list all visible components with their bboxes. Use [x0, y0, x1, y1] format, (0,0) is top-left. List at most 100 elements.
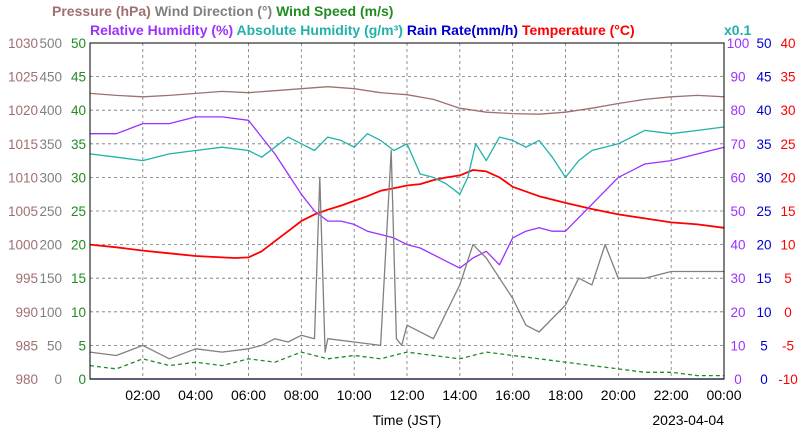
series-wind-direction — [89, 149, 724, 360]
series-relative-humidity — [90, 116, 725, 269]
x-tick-label: 10:00 — [337, 387, 372, 403]
x-tick-label: 16:00 — [495, 387, 530, 403]
x-tick-label: 08:00 — [284, 387, 319, 403]
wind_speed-tick-label: 10 — [71, 305, 86, 320]
relative_humidity-tick-label: 60 — [730, 170, 745, 185]
rain_rate-tick-label: 35 — [756, 137, 771, 152]
legend-row2-item-2: Rain Rate(mm/h) — [407, 22, 522, 38]
rain_rate-tick-label: 50 — [756, 36, 771, 51]
pressure-tick-label: 1000 — [8, 238, 38, 253]
pressure-tick-label: 985 — [15, 338, 38, 353]
pressure-tick-label: 995 — [15, 271, 38, 286]
rain_rate-tick-label: 45 — [756, 70, 771, 85]
wind_direction-tick-label: 50 — [47, 338, 62, 353]
rain_rate-tick-label: 10 — [756, 305, 771, 320]
wind_direction-tick-label: 350 — [39, 137, 62, 152]
right-axes: 1009080706050403020100504540353025201510… — [727, 36, 798, 387]
wind_direction-tick-label: 500 — [39, 36, 62, 51]
rain_rate-tick-label: 15 — [756, 271, 771, 286]
pressure-tick-label: 1005 — [8, 204, 38, 219]
pressure-tick-label: 1010 — [8, 170, 38, 185]
plot-frame — [89, 42, 725, 380]
temperature-tick-label: 30 — [780, 103, 795, 118]
pressure-tick-label: 980 — [15, 372, 38, 387]
legend-row1-item-1: Wind Direction (°) — [155, 3, 276, 19]
wind_direction-tick-label: 0 — [54, 372, 62, 387]
legend-row1-item-0: Pressure (hPa) — [52, 3, 155, 19]
x-tick-label: 00:00 — [706, 387, 741, 403]
rain_rate-tick-label: 40 — [756, 103, 771, 118]
temperature-tick-label: 15 — [780, 204, 795, 219]
wind_direction-tick-label: 300 — [39, 170, 62, 185]
x-tick-label: 22:00 — [654, 387, 689, 403]
relative_humidity-tick-label: 40 — [730, 238, 745, 253]
pressure-tick-label: 1030 — [8, 36, 38, 51]
wind_direction-tick-label: 250 — [39, 204, 62, 219]
x-axis: 02:00 04:00 06:00 08:00 10:00 12:00 14:00 16:00… — [125, 387, 741, 403]
wind_speed-tick-label: 0 — [78, 372, 86, 387]
x-tick-label: 20:00 — [601, 387, 636, 403]
chart-date: 2023-04-04 — [652, 412, 724, 428]
x-tick-label: 06:00 — [231, 387, 266, 403]
temperature-tick-label: 35 — [780, 70, 795, 85]
relative_humidity-tick-label: 10 — [730, 338, 745, 353]
x-tick-label: 14:00 — [442, 387, 477, 403]
temperature-tick-label: 20 — [780, 170, 795, 185]
wind_speed-tick-label: 15 — [71, 271, 86, 286]
series-wind-speed-m-s — [89, 351, 724, 377]
relative_humidity-tick-label: 70 — [730, 137, 745, 152]
pressure-tick-label: 1025 — [8, 70, 38, 85]
wind_speed-tick-label: 50 — [71, 36, 86, 51]
wind_direction-tick-label: 100 — [39, 305, 62, 320]
pressure-tick-label: 990 — [15, 305, 38, 320]
temperature-tick-label: 10 — [780, 238, 795, 253]
series-temperature-c — [89, 169, 725, 259]
temperature-tick-label: 0 — [784, 305, 792, 320]
legend-row-1: Pressure (hPa) Wind Direction (°) Wind S… — [52, 3, 393, 19]
series-absolute-humidity-g-m — [89, 126, 725, 195]
legend-row2-item-1: Absolute Humidity (g/m³) — [237, 22, 407, 38]
wind_speed-tick-label: 45 — [71, 70, 86, 85]
x-axis-label: Time (JST) — [373, 412, 442, 428]
wind_speed-tick-label: 35 — [71, 137, 86, 152]
temperature-tick-label: 5 — [784, 271, 792, 286]
relative_humidity-tick-label: 30 — [730, 271, 745, 286]
x-tick-label: 04:00 — [178, 387, 213, 403]
temperature-tick-label: 40 — [780, 36, 795, 51]
wind_speed-tick-label: 30 — [71, 170, 86, 185]
relative_humidity-tick-label: 80 — [730, 103, 745, 118]
legend-row1-item-2: Wind Speed (m/s) — [276, 3, 393, 19]
temperature-tick-label: -10 — [778, 372, 798, 387]
pressure-tick-label: 1020 — [8, 103, 38, 118]
relative_humidity-tick-label: 0 — [734, 372, 742, 387]
wind_speed-tick-label: 20 — [71, 238, 86, 253]
temperature-tick-label: -5 — [782, 338, 794, 353]
wind_direction-tick-label: 400 — [39, 103, 62, 118]
relative_humidity-tick-label: 100 — [727, 36, 750, 51]
rain_rate-tick-label: 30 — [756, 170, 771, 185]
temperature-tick-label: 25 — [780, 137, 795, 152]
wind_speed-tick-label: 25 — [71, 204, 86, 219]
x-tick-label: 12:00 — [389, 387, 424, 403]
legend-row-2: Relative Humidity (%) Absolute Humidity … — [90, 22, 635, 38]
legend-row2-item-3: Temperature (°C) — [522, 22, 635, 38]
x-tick-label: 02:00 — [125, 387, 160, 403]
left-axes: 1030102510201015101010051000995990985980… — [8, 36, 86, 387]
wind_direction-tick-label: 200 — [39, 238, 62, 253]
relative_humidity-tick-label: 50 — [730, 204, 745, 219]
x01-label: x0.1 — [724, 22, 751, 38]
wind_direction-tick-label: 450 — [39, 70, 62, 85]
relative_humidity-tick-label: 90 — [730, 70, 745, 85]
wind_direction-tick-label: 150 — [39, 271, 62, 286]
rain_rate-tick-label: 0 — [760, 372, 768, 387]
rain_rate-tick-label: 5 — [760, 338, 768, 353]
wind_speed-tick-label: 5 — [78, 338, 86, 353]
legend-row2-item-0: Relative Humidity (%) — [90, 22, 237, 38]
x-tick-label: 18:00 — [548, 387, 583, 403]
rain_rate-tick-label: 25 — [756, 204, 771, 219]
pressure-tick-label: 1015 — [8, 137, 38, 152]
rain_rate-tick-label: 20 — [756, 238, 771, 253]
relative_humidity-tick-label: 20 — [730, 305, 745, 320]
series-pressure-hpa — [89, 86, 725, 115]
